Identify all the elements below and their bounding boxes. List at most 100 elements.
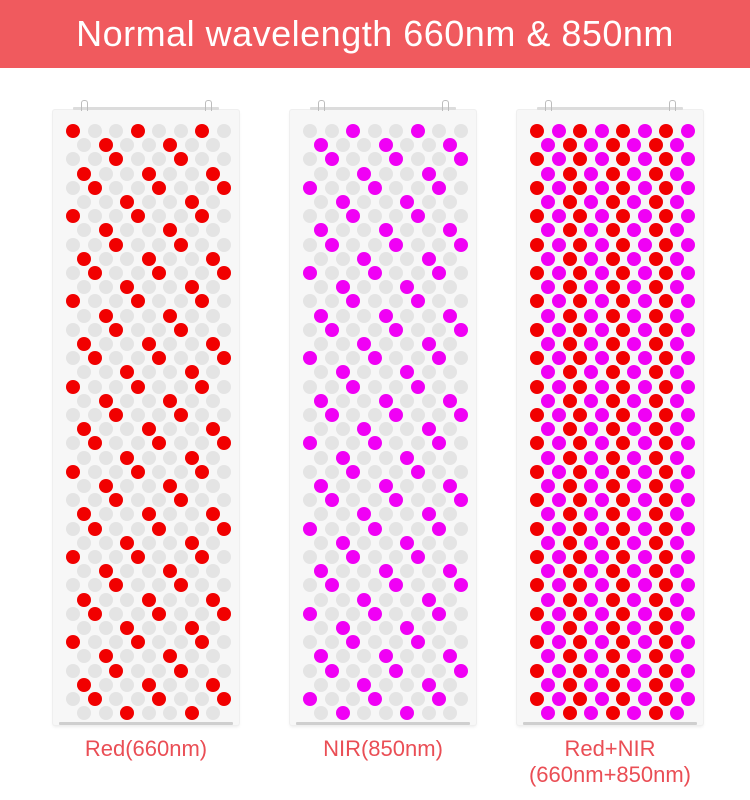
panel-top-bar	[537, 107, 683, 110]
red-led	[206, 337, 220, 351]
off-led	[324, 209, 339, 224]
red-led	[141, 507, 156, 522]
off-led	[66, 521, 80, 536]
off-led	[66, 322, 80, 337]
red-led	[152, 266, 166, 280]
off-led	[346, 578, 360, 593]
off-led	[87, 663, 102, 678]
red-led	[659, 209, 673, 224]
off-led	[357, 280, 371, 295]
red-led	[120, 365, 134, 380]
red-led	[648, 337, 663, 351]
off-led	[314, 195, 328, 209]
nir-led	[453, 152, 468, 167]
off-led	[141, 621, 156, 635]
nir-led	[541, 564, 555, 579]
off-led	[152, 578, 166, 593]
nir-led	[453, 322, 468, 337]
nir-led	[346, 464, 360, 479]
off-led	[378, 251, 393, 266]
off-led	[77, 393, 91, 408]
off-led	[66, 692, 80, 706]
red-led	[152, 606, 166, 621]
off-led	[163, 337, 177, 351]
nir-led	[594, 379, 609, 394]
red-led	[66, 635, 80, 650]
nir-led	[551, 180, 566, 195]
nir-led	[551, 152, 566, 167]
off-led	[206, 138, 220, 153]
nir-led	[680, 663, 695, 678]
red-led	[173, 578, 188, 593]
off-led	[443, 706, 457, 721]
off-led	[163, 450, 177, 465]
red-led	[66, 550, 80, 564]
red-led	[216, 692, 231, 706]
red-led	[616, 493, 630, 508]
off-led	[453, 266, 468, 280]
red-led	[659, 124, 673, 138]
red-led	[648, 621, 663, 635]
off-led	[357, 223, 371, 238]
off-led	[66, 237, 80, 252]
off-led	[314, 535, 328, 550]
red-led	[605, 592, 620, 607]
nir-led	[680, 294, 695, 309]
nir-led	[303, 606, 317, 621]
red-led	[605, 337, 620, 351]
nir-led	[670, 251, 684, 266]
nir-led	[670, 479, 684, 493]
red-led	[530, 266, 544, 280]
off-led	[421, 393, 436, 408]
nir-led	[680, 692, 695, 706]
off-led	[66, 663, 80, 678]
nir-led	[453, 408, 468, 422]
nir-led	[627, 450, 641, 465]
off-led	[152, 294, 166, 309]
off-led	[141, 365, 156, 380]
off-led	[152, 209, 166, 224]
off-led	[314, 166, 328, 181]
red-led	[530, 464, 544, 479]
red-led	[616, 408, 630, 422]
nir-led	[551, 237, 566, 252]
red-led	[605, 393, 620, 408]
off-led	[206, 308, 220, 323]
off-led	[443, 592, 457, 607]
red-led	[109, 322, 123, 337]
nir-led	[335, 706, 350, 721]
nir-led	[594, 209, 609, 224]
off-led	[378, 166, 393, 181]
nir-led	[584, 507, 598, 522]
off-led	[324, 436, 339, 451]
red-led	[659, 379, 673, 394]
nir-led	[637, 464, 652, 479]
nir-led	[680, 124, 695, 138]
off-led	[120, 507, 134, 522]
nir-led	[335, 621, 350, 635]
nir-led	[432, 436, 446, 451]
off-led	[206, 564, 220, 579]
nir-led	[453, 578, 468, 593]
off-led	[324, 180, 339, 195]
nir-led	[421, 166, 436, 181]
nir-led	[378, 649, 393, 664]
off-led	[324, 266, 339, 280]
red-led	[616, 436, 630, 451]
nir-led	[594, 152, 609, 167]
off-led	[195, 493, 209, 508]
red-led	[648, 677, 663, 692]
off-led	[130, 606, 145, 621]
nir-led	[346, 379, 360, 394]
nir-led	[670, 280, 684, 295]
off-led	[432, 124, 446, 138]
off-led	[130, 436, 145, 451]
nir-led	[584, 564, 598, 579]
red-led	[173, 493, 188, 508]
off-led	[367, 464, 382, 479]
red-led	[562, 223, 577, 238]
off-led	[120, 337, 134, 351]
nir-led	[303, 180, 317, 195]
nir-led	[541, 393, 555, 408]
off-led	[367, 550, 382, 564]
